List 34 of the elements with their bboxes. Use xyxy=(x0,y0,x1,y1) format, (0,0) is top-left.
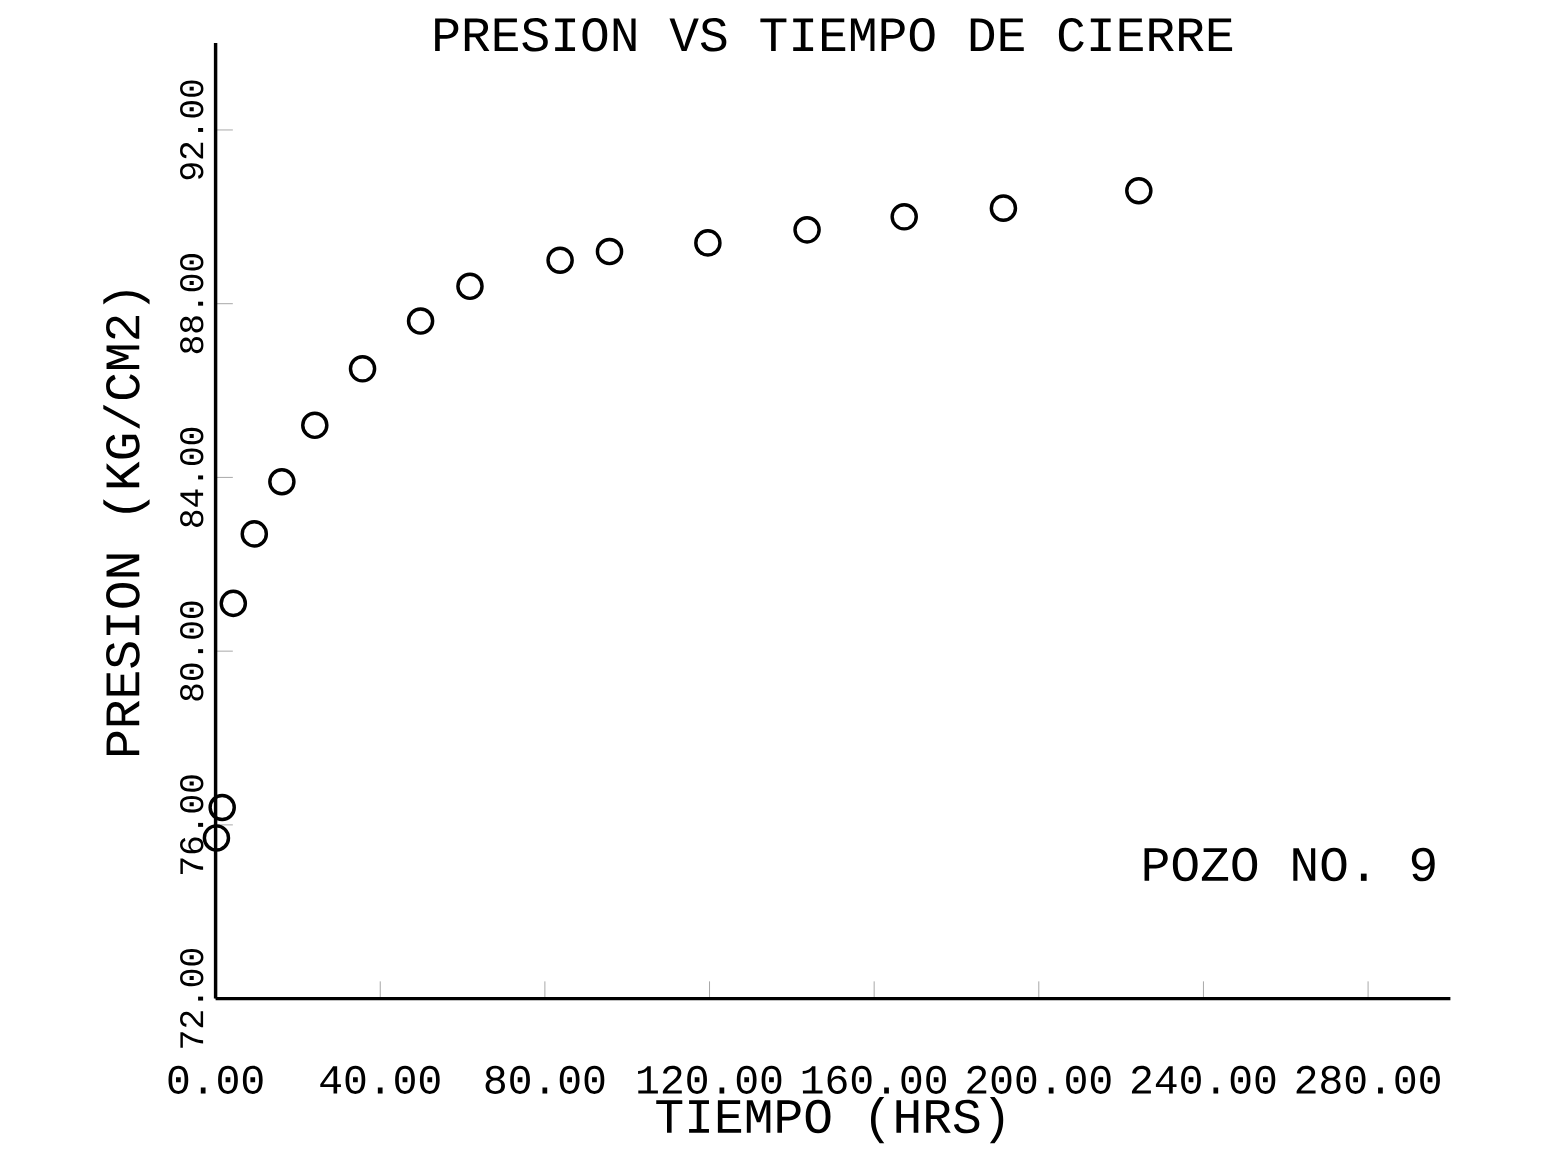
point xyxy=(595,237,624,266)
point xyxy=(1125,176,1153,205)
point xyxy=(890,203,918,231)
point xyxy=(793,216,821,244)
annotation: POZO NO. 9 xyxy=(1144,847,1435,882)
x-tick-label: 0.00 xyxy=(168,1065,263,1094)
point xyxy=(348,355,377,383)
point xyxy=(989,194,1018,222)
point xyxy=(406,307,435,335)
point xyxy=(301,411,329,440)
x-tick-label: 80.00 xyxy=(485,1065,605,1094)
y-axis-title: PRESION (KG/CM2) xyxy=(103,291,150,756)
x-axis-title: TIEMPO (HRS) xyxy=(656,1096,1004,1144)
point xyxy=(240,520,269,548)
x-tick-label: 240.00 xyxy=(1131,1065,1276,1094)
y-tick-label: 92.00 xyxy=(180,80,204,180)
point xyxy=(208,793,236,822)
y-tick-label: 72.00 xyxy=(180,949,204,1048)
y-tick-label: 84.00 xyxy=(180,427,204,527)
x-tick-label: 120.00 xyxy=(638,1065,782,1094)
y-tick-label: 80.00 xyxy=(180,601,204,701)
x-tick-label: 280.00 xyxy=(1296,1065,1440,1094)
chart-title: PRESION VS TIEMPO DE CIERRE xyxy=(435,17,1233,52)
x-tick-label: 40.00 xyxy=(320,1065,440,1094)
y-tick-label: 88.00 xyxy=(180,254,204,354)
point xyxy=(219,589,248,618)
point xyxy=(694,229,722,257)
point xyxy=(456,272,484,301)
point xyxy=(268,467,296,496)
point xyxy=(202,824,231,852)
point xyxy=(546,246,574,275)
y-tick-label: 76.00 xyxy=(180,775,204,874)
x-tick-label: 200.00 xyxy=(967,1065,1111,1094)
x-tick-label: 160.00 xyxy=(802,1065,946,1094)
